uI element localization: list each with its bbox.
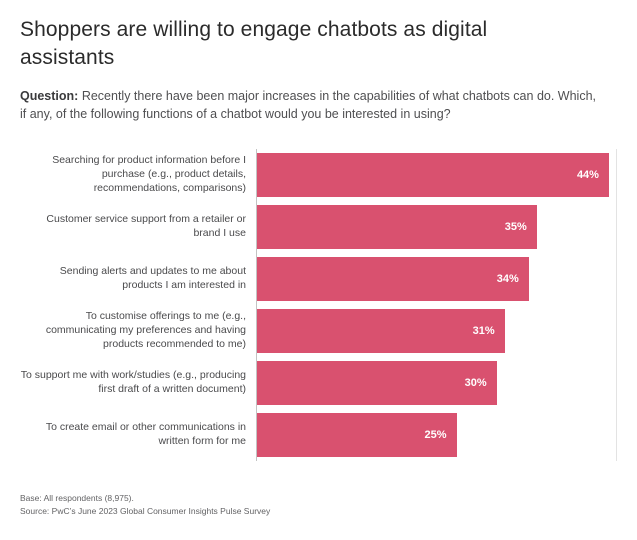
- question-body: Recently there have been major increases…: [20, 88, 596, 121]
- bar-track: 30%: [256, 357, 617, 409]
- value-label: 31%: [472, 324, 495, 337]
- category-label: To create email or other communications …: [45, 421, 246, 447]
- chart-row: Searching for product information before…: [20, 149, 617, 201]
- bar: 30%: [256, 360, 497, 405]
- chart-row: To create email or other communications …: [20, 409, 617, 461]
- bar: 44%: [256, 152, 609, 197]
- category-label: Searching for product information before…: [52, 154, 246, 194]
- footnote-base: Base: All respondents (8,975).: [20, 492, 134, 503]
- bar-chart: Searching for product information before…: [20, 148, 617, 461]
- category-label: To support me with work/studies (e.g., p…: [20, 369, 246, 395]
- chart-footnote: Base: All respondents (8,975). Source: P…: [20, 492, 270, 518]
- axis-line: [256, 148, 257, 461]
- value-label: 30%: [464, 376, 487, 389]
- category-label: Sending alerts and updates to me about p…: [59, 265, 246, 291]
- category-label: Customer service support from a retailer…: [46, 213, 246, 239]
- bar-track: 44%: [256, 149, 617, 201]
- page-title: Shoppers are willing to engage chatbots …: [20, 18, 488, 70]
- bar-track: 25%: [256, 409, 617, 461]
- category-label: To customise offerings to me (e.g., comm…: [45, 310, 246, 350]
- question-prefix: Question:: [20, 88, 79, 103]
- bar: 31%: [256, 308, 505, 353]
- value-label: 34%: [496, 272, 519, 285]
- bar-track: 35%: [256, 201, 617, 253]
- bar: 34%: [256, 256, 529, 301]
- bar-track: 34%: [256, 253, 617, 305]
- value-label: 44%: [576, 168, 599, 181]
- question-text: Question: Recently there have been major…: [20, 87, 605, 123]
- value-label: 25%: [424, 428, 447, 441]
- bar: 25%: [256, 412, 457, 457]
- chart-row: Customer service support from a retailer…: [20, 201, 617, 253]
- bar-track: 31%: [256, 305, 617, 357]
- footnote-source: Source: PwC’s June 2023 Global Consumer …: [20, 505, 271, 516]
- chart-row: To support me with work/studies (e.g., p…: [20, 357, 617, 409]
- value-label: 35%: [504, 220, 527, 233]
- chart-row: Sending alerts and updates to me about p…: [20, 253, 617, 305]
- right-gridline: [616, 148, 617, 461]
- chart-row: To customise offerings to me (e.g., comm…: [20, 305, 617, 357]
- bar: 35%: [256, 204, 537, 249]
